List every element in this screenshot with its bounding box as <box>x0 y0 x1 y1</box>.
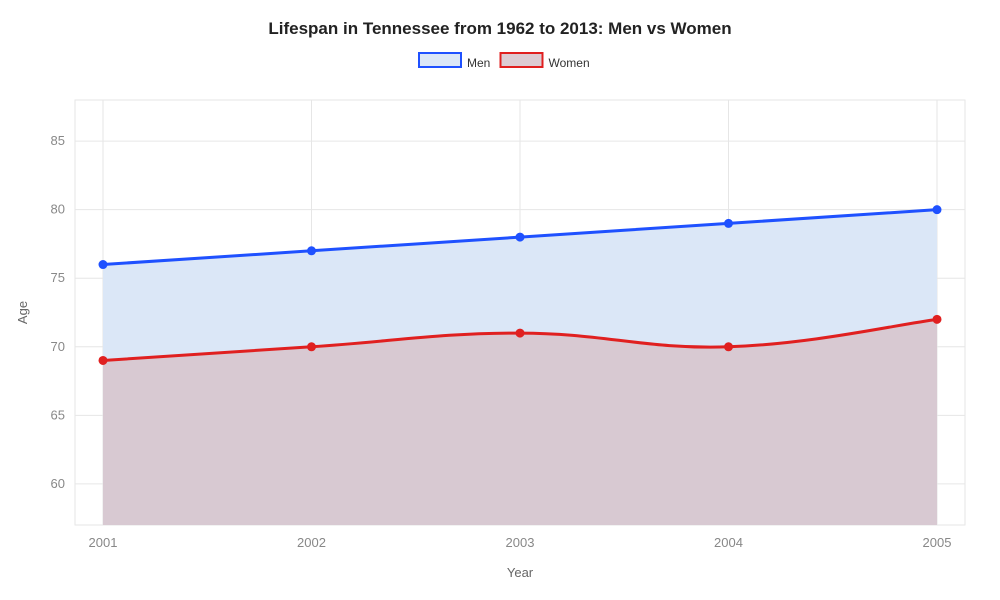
series-marker <box>99 356 107 364</box>
y-tick-label: 85 <box>51 133 65 148</box>
series-marker <box>725 343 733 351</box>
series-marker <box>933 206 941 214</box>
y-tick-label: 80 <box>51 202 65 217</box>
y-axis-label: Age <box>15 301 30 324</box>
series-marker <box>516 233 524 241</box>
x-axis-label: Year <box>507 565 534 580</box>
series-marker <box>99 261 107 269</box>
x-tick-label: 2002 <box>297 535 326 550</box>
y-tick-label: 70 <box>51 339 65 354</box>
x-tick-label: 2004 <box>714 535 743 550</box>
legend-swatch <box>419 53 461 67</box>
chart-container: Lifespan in Tennessee from 1962 to 2013:… <box>0 0 1000 600</box>
y-tick-label: 60 <box>51 476 65 491</box>
series-marker <box>308 343 316 351</box>
y-tick-label: 75 <box>51 270 65 285</box>
x-tick-label: 2003 <box>506 535 535 550</box>
x-tick-label: 2005 <box>923 535 952 550</box>
legend: Men Women <box>419 53 590 70</box>
series-marker <box>725 219 733 227</box>
series-marker <box>933 315 941 323</box>
legend-label: Men <box>467 56 490 70</box>
series-marker <box>308 247 316 255</box>
legend-swatch <box>501 53 543 67</box>
series-marker <box>516 329 524 337</box>
chart-svg: Lifespan in Tennessee from 1962 to 2013:… <box>0 0 1000 600</box>
y-tick-label: 65 <box>51 407 65 422</box>
x-tick-label: 2001 <box>89 535 118 550</box>
legend-label: Women <box>549 56 590 70</box>
chart-title: Lifespan in Tennessee from 1962 to 2013:… <box>268 19 731 38</box>
